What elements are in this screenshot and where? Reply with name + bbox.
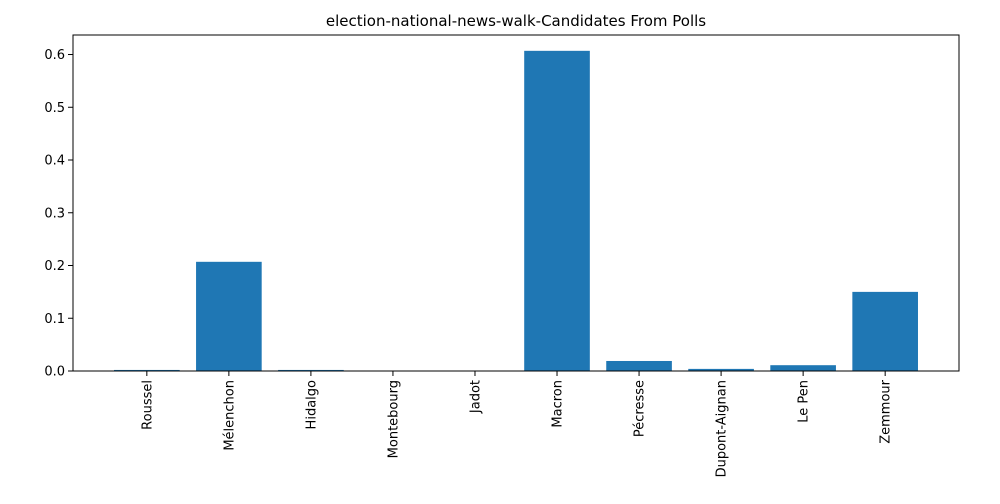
x-tick-label: Pécresse — [633, 380, 648, 437]
x-tick-label: Montebourg — [386, 380, 401, 458]
x-tick-label: Mélenchon — [222, 380, 237, 451]
bar-p-cresse — [606, 360, 672, 371]
x-tick-label: Roussel — [140, 380, 155, 430]
bar-roussel — [114, 369, 180, 371]
chart-title: election-national-news-walk-Candidates F… — [326, 12, 706, 30]
bar-hidalgo — [278, 369, 344, 371]
y-tick-label: 0.6 — [44, 48, 65, 63]
x-tick-label: Jadot — [468, 380, 483, 414]
y-tick-label: 0.5 — [44, 101, 65, 116]
bar-m-lenchon — [196, 261, 262, 371]
x-tick-label: Dupont-Aignan — [715, 380, 730, 477]
bar-macron — [524, 50, 590, 371]
y-tick-label: 0.2 — [44, 259, 65, 274]
y-tick-label: 0.1 — [44, 312, 65, 327]
bar-le-pen — [770, 365, 836, 371]
y-tick-label: 0.3 — [44, 206, 65, 221]
plot-frame — [72, 34, 960, 372]
x-tick-label: Hidalgo — [304, 380, 319, 429]
x-tick-label: Le Pen — [797, 380, 812, 423]
x-tick-label: Zemmour — [879, 379, 894, 443]
bar-zemmour — [852, 291, 918, 371]
x-tick-label: Macron — [551, 380, 566, 428]
y-tick-label: 0.0 — [44, 365, 65, 380]
bar-dupont-aignan — [688, 368, 754, 371]
y-tick-label: 0.4 — [44, 154, 65, 169]
